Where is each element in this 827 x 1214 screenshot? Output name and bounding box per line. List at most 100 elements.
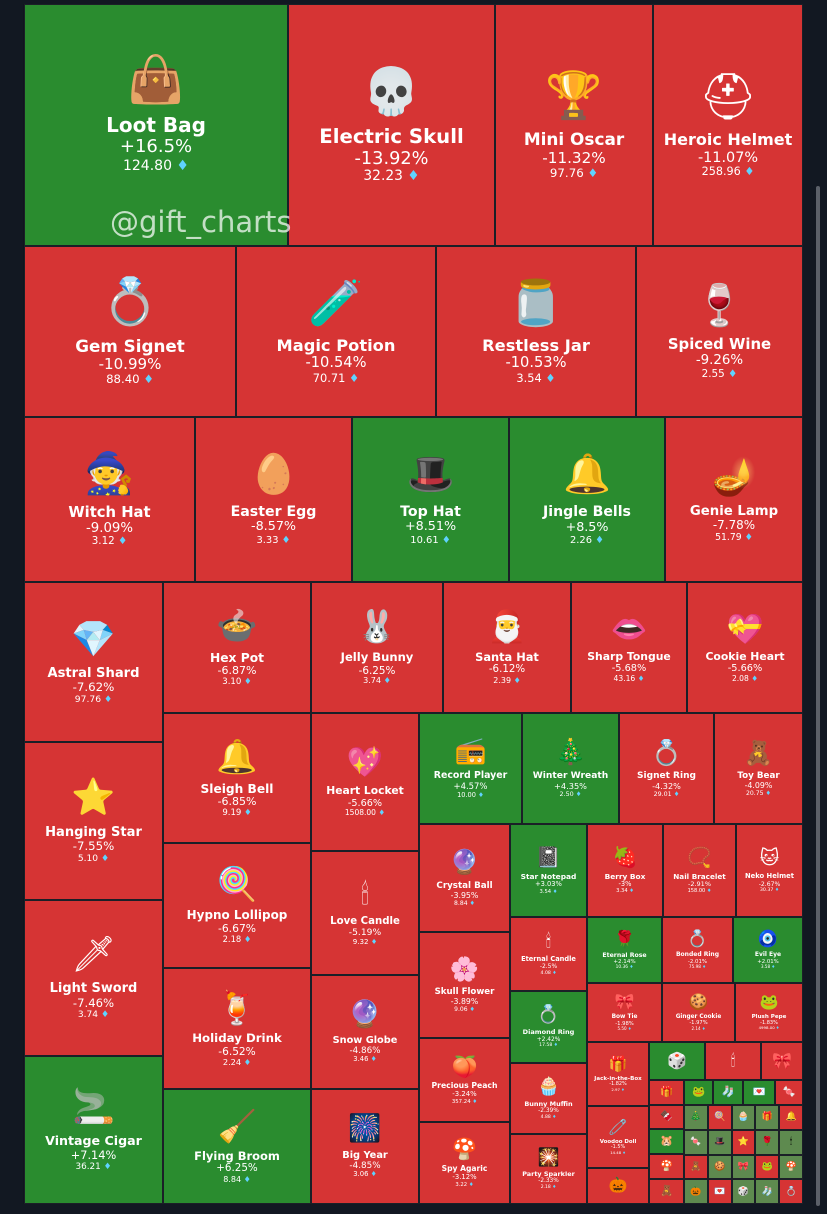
gift-tile-big-year[interactable]: 🎆 Big Year -4.85% 3.06 ♦ (311, 1089, 419, 1204)
gift-tile-witch-hat[interactable]: 🧙 Witch Hat -9.09% 3.12 ♦ (24, 417, 195, 582)
micro-tile[interactable]: 💌 (707, 1179, 732, 1204)
micro-tile[interactable]: 🎲 (731, 1179, 756, 1204)
gift-tile-electric-skull[interactable]: 💀 Electric Skull -13.92% 32.23 ♦ (288, 4, 495, 246)
micro-tile[interactable]: 🍪 (707, 1154, 732, 1180)
gift-tile-snow-globe[interactable]: 🔮 Snow Globe -4.86% 3.46 ♦ (311, 975, 419, 1089)
gift-tile-flying-broom[interactable]: 🧹 Flying Broom +6.25% 8.84 ♦ (163, 1089, 311, 1204)
micro-tile[interactable]: 🕯 (779, 1129, 803, 1155)
gift-tile-small[interactable]: 🎃 (587, 1168, 649, 1204)
gift-tile-jingle-bells[interactable]: 🔔 Jingle Bells +8.5% 2.26 ♦ (509, 417, 665, 582)
gift-tile-easter-egg[interactable]: 🥚 Easter Egg -8.57% 3.33 ♦ (195, 417, 352, 582)
micro-tile[interactable]: 🐸 (755, 1154, 780, 1180)
micro-tile[interactable]: 🎀 (731, 1154, 756, 1180)
gift-tile-small[interactable]: 💌 (743, 1080, 775, 1105)
micro-tile[interactable]: 🎃 (684, 1179, 708, 1204)
micro-tile[interactable]: 🌹 (755, 1129, 780, 1155)
gift-tile-astral-shard[interactable]: 💎 Astral Shard -7.62% 97.76 ♦ (24, 582, 163, 742)
gift-tile-ginger-cookie[interactable]: 🍪 Ginger Cookie -1.97% 2.14 ♦ (662, 983, 735, 1042)
price-value: 3.12 (91, 535, 115, 548)
gift-tile-top-hat[interactable]: 🎩 Top Hat +8.51% 10.61 ♦ (352, 417, 509, 582)
floor-price: 70.71 ♦ (313, 372, 359, 385)
micro-tile[interactable]: 🎩 (707, 1129, 732, 1155)
gift-tile-small[interactable]: 🧸 (649, 1179, 684, 1204)
gift-tile-skull-flower[interactable]: 🌸 Skull Flower -3.89% 9.06 ♦ (419, 932, 510, 1038)
gift-tile-hanging-star[interactable]: ⭐ Hanging Star -7.55% 5.10 ♦ (24, 742, 163, 900)
gift-tile-heart-locket[interactable]: 💖 Heart Locket -5.66% 1508.00 ♦ (311, 713, 419, 851)
gift-tile-loot-bag[interactable]: 👜 Loot Bag +16.5% 124.80 ♦ (24, 4, 288, 246)
gift-tile-magic-potion[interactable]: 🧪 Magic Potion -10.54% 70.71 ♦ (236, 246, 436, 417)
eternal-candle-icon: 🕯 (545, 931, 552, 953)
gift-tile-diamond-ring[interactable]: 💍 Diamond Ring +2.42% 17.58 ♦ (510, 991, 587, 1063)
micro-tile[interactable]: 🔔 (779, 1105, 803, 1130)
gift-tile-holiday-drink[interactable]: 🍹 Holiday Drink -6.52% 2.24 ♦ (163, 968, 311, 1089)
gift-tile-voodoo-doll[interactable]: 🧷 Voodoo Doll -1.5% 14.48 ♦ (587, 1106, 649, 1168)
gift-tile-small[interactable]: 🐹 (649, 1129, 684, 1154)
gift-tile-hex-pot[interactable]: 🍲 Hex Pot -6.87% 3.10 ♦ (163, 582, 311, 713)
gift-tile-small[interactable]: 🎁 (649, 1080, 684, 1105)
gift-tile-record-player[interactable]: 📻 Record Player +4.57% 10.00 ♦ (419, 713, 522, 824)
micro-tile[interactable]: 🍭 (707, 1105, 732, 1130)
gift-tile-light-sword[interactable]: 🗡 Light Sword -7.46% 3.74 ♦ (24, 900, 163, 1056)
floor-price: 29.01 ♦ (654, 791, 680, 798)
gift-tile-sharp-tongue[interactable]: 👄 Sharp Tongue -5.68% 43.16 ♦ (571, 582, 687, 713)
gift-tile-eternal-rose[interactable]: 🌹 Eternal Rose +2.14% 10.36 ♦ (587, 917, 662, 983)
diamond-icon: ♦ (626, 1026, 632, 1032)
gift-tile-small[interactable]: 🎲 (649, 1042, 705, 1080)
micro-tile[interactable]: 🧁 (731, 1105, 756, 1130)
gift-tile-small[interactable]: 🍄 (649, 1154, 684, 1179)
gift-tile-berry-box[interactable]: 🍓 Berry Box -3% 3.34 ♦ (587, 824, 663, 917)
gift-tile-winter-wreath[interactable]: 🎄 Winter Wreath +4.35% 2.50 ♦ (522, 713, 619, 824)
gift-tile-bow-tie[interactable]: 🎀 Bow Tie -1.98% 5.50 ♦ (587, 983, 662, 1042)
micro-tile[interactable]: 🧸 (684, 1154, 708, 1180)
micro-tile[interactable]: 🎁 (755, 1105, 780, 1130)
floor-price: 3.06 ♦ (353, 1170, 377, 1179)
gift-tile-spy-agaric[interactable]: 🍄 Spy Agaric -3.12% 3.22 ♦ (419, 1122, 510, 1204)
micro-tile[interactable]: 💍 (779, 1179, 803, 1204)
gift-name: Winter Wreath (532, 771, 609, 782)
gift-tile-cookie-heart[interactable]: 💝 Cookie Heart -5.66% 2.08 ♦ (687, 582, 803, 713)
gift-tile-small[interactable]: 🐸 (684, 1080, 713, 1105)
gift-tile-heroic-helmet[interactable]: ⛑ Heroic Helmet -11.07% 258.96 ♦ (653, 4, 803, 246)
gift-tile-genie-lamp[interactable]: 🪔 Genie Lamp -7.78% 51.79 ♦ (665, 417, 803, 582)
gift-tile-small[interactable]: 🕯 (705, 1042, 761, 1080)
gift-tile-gem-signet[interactable]: 💍 Gem Signet -10.99% 88.40 ♦ (24, 246, 236, 417)
micro-tile[interactable]: 🎄 (684, 1105, 708, 1130)
gift-tile-bonded-ring[interactable]: 💍 Bonded Ring -2.01% 75.98 ♦ (662, 917, 733, 983)
gift-tile-plush-pepe[interactable]: 🐸 Plush Pepe -1.83% 4998.00 ♦ (735, 983, 803, 1042)
gift-tile-restless-jar[interactable]: 🫙 Restless Jar -10.53% 3.54 ♦ (436, 246, 636, 417)
price-change: -3.95% (450, 890, 479, 900)
gift-tile-spiced-wine[interactable]: 🍷 Spiced Wine -9.26% 2.55 ♦ (636, 246, 803, 417)
micro-tile[interactable]: ⭐ (731, 1129, 756, 1155)
gift-tile-hypno-lollipop[interactable]: 🍭 Hypno Lollipop -6.67% 2.18 ♦ (163, 843, 311, 968)
gift-tile-small[interactable]: 🎀 (761, 1042, 803, 1080)
gift-tile-crystal-ball[interactable]: 🔮 Crystal Ball -3.95% 8.84 ♦ (419, 824, 510, 932)
gift-tile-jelly-bunny[interactable]: 🐰 Jelly Bunny -6.25% 3.74 ♦ (311, 582, 443, 713)
gift-tile-bunny-muffin[interactable]: 🧁 Bunny Muffin -2.39% 4.88 ♦ (510, 1063, 587, 1134)
gift-tile-santa-hat[interactable]: 🎅 Santa Hat -6.12% 2.39 ♦ (443, 582, 571, 713)
micro-tile[interactable]: 🍄 (779, 1154, 803, 1180)
diamond-icon: ♦ (550, 1185, 557, 1191)
scrollbar[interactable] (816, 186, 820, 1206)
gift-tile-eternal-candle[interactable]: 🕯 Eternal Candle -2.5% 4.08 ♦ (510, 917, 587, 991)
gift-name: Witch Hat (68, 504, 151, 522)
micro-tile[interactable]: 🍬 (684, 1129, 708, 1155)
gift-tile-evil-eye[interactable]: 🧿 Evil Eye +2.01% 3.58 ♦ (733, 917, 803, 983)
gift-tile-party-sparkler[interactable]: 🎇 Party Sparkler -2.33% 2.18 ♦ (510, 1134, 587, 1204)
gift-icon: 🐹 (659, 1135, 674, 1148)
gift-tile-nail-bracelet[interactable]: 📿 Nail Bracelet -2.91% 158.00 ♦ (663, 824, 736, 917)
gift-icon: 💌 (752, 1086, 766, 1099)
gift-tile-vintage-cigar[interactable]: 🚬 Vintage Cigar +7.14% 36.21 ♦ (24, 1056, 163, 1204)
gift-tile-love-candle[interactable]: 🕯 Love Candle -5.19% 9.32 ♦ (311, 851, 419, 975)
gift-tile-toy-bear[interactable]: 🧸 Toy Bear -4.09% 20.75 ♦ (714, 713, 803, 824)
gift-tile-small[interactable]: 🧦 (713, 1080, 743, 1105)
gift-tile-small[interactable]: 🍫 (649, 1105, 684, 1129)
gift-tile-precious-peach[interactable]: 🍑 Precious Peach -3.24% 357.24 ♦ (419, 1038, 510, 1122)
gift-tile-jack-in-the-box[interactable]: 🎁 Jack-in-the-Box -1.82% 2.97 ♦ (587, 1042, 649, 1106)
gift-tile-star-notepad[interactable]: 📓 Star Notepad +3.03% 3.54 ♦ (510, 824, 587, 917)
gift-tile-sleigh-bell[interactable]: 🔔 Sleigh Bell -6.85% 9.19 ♦ (163, 713, 311, 843)
gift-tile-neko-helmet[interactable]: 🐱 Neko Helmet -2.67% 30.37 ♦ (736, 824, 803, 917)
gift-tile-mini-oscar[interactable]: 🏆 Mini Oscar -11.32% 97.76 ♦ (495, 4, 653, 246)
gift-tile-small[interactable]: 🍬 (775, 1080, 803, 1105)
micro-tile[interactable]: 🧦 (755, 1179, 780, 1204)
gift-tile-signet-ring[interactable]: 💍 Signet Ring -4.32% 29.01 ♦ (619, 713, 714, 824)
